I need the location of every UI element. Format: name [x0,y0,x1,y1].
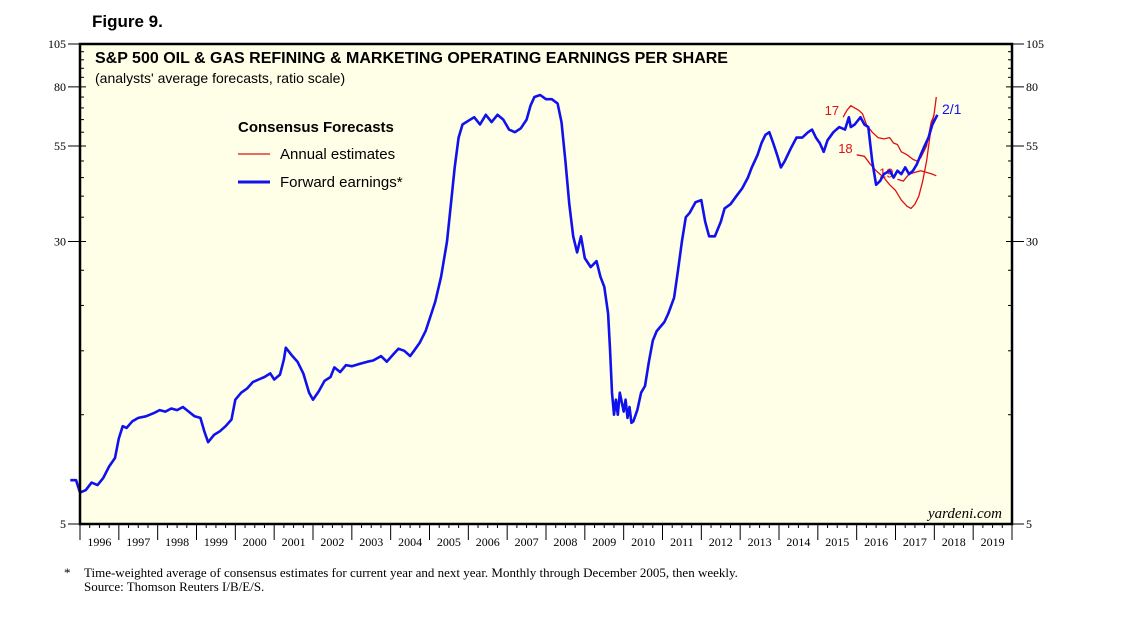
legend-title: Consensus Forecasts [238,119,394,136]
annual-label-17: 17 [825,103,839,118]
y-tick-label-left: 30 [54,235,66,249]
x-tick-label: 2010 [631,535,655,549]
x-tick-label: 2009 [592,535,616,549]
x-tick-label: 2017 [903,535,927,549]
x-axis: 1996 1997 1998 1999 2000 2001 2002 2003 2004 2005… [79,524,1013,549]
right-axis-ticks: 105 80 55 30 5 [1006,37,1044,531]
x-tick-label: 2012 [709,535,733,549]
left-axis-ticks: 105 80 55 30 5 [48,37,86,531]
x-tick-label: 2002 [320,535,344,549]
y-tick-label-right: 5 [1026,517,1032,531]
annual-label-18: 18 [838,141,852,156]
x-tick-label: 2001 [282,535,306,549]
x-tick-label: 2007 [515,535,539,549]
figure-label: Figure 9. [92,12,163,31]
y-tick-label-left: 5 [60,517,66,531]
x-tick-label: 2019 [981,535,1005,549]
x-tick-label: 2003 [359,535,383,549]
x-tick-label: 2014 [786,535,810,549]
y-tick-label-right: 80 [1026,80,1038,94]
x-tick-label: 2011 [670,535,694,549]
legend-forward-label: Forward earnings* [280,174,403,191]
x-tick-label: 2006 [476,535,500,549]
forward-line [70,93,939,494]
x-tick-label: 1996 [87,535,111,549]
footnote: * Time-weighted average of consensus est… [64,566,738,594]
x-tick-label: 2015 [825,535,849,549]
watermark: yardeni.com [926,506,1002,522]
legend-annual-label: Annual estimates [280,146,395,163]
chart-subtitle: (analysts' average forecasts, ratio scal… [95,70,345,86]
y-tick-label-left: 105 [48,37,66,51]
y-tick-label-left: 55 [54,139,66,153]
y-tick-label-left: 80 [54,80,66,94]
footnote-line1: Time-weighted average of consensus estim… [84,565,738,580]
y-tick-label-right: 30 [1026,235,1038,249]
y-tick-label-right: 105 [1026,37,1044,51]
forward-earnings-series [70,93,939,494]
x-tick-label: 2013 [748,535,772,549]
annual-line-19 [897,170,937,182]
plot-area [80,44,1012,524]
last-date-label: 2/1 [942,101,962,117]
x-tick-label: 2008 [553,535,577,549]
x-tick-label: 2000 [243,535,267,549]
y-tick-label-right: 55 [1026,139,1038,153]
x-tick-label: 1998 [165,535,189,549]
x-tick-label: 2004 [398,535,422,549]
x-tick-label: 2005 [437,535,461,549]
x-tick-label: 2018 [942,535,966,549]
x-tick-label: 2016 [864,535,888,549]
x-tick-label: 1997 [126,535,150,549]
chart-title: S&P 500 OIL & GAS REFINING & MARKETING O… [95,50,728,67]
plot-frame [78,42,1014,526]
footnote-line2: Source: Thomson Reuters I/B/E/S. [84,579,265,594]
x-tick-label: 1999 [204,535,228,549]
footnote-marker: * [64,565,71,580]
